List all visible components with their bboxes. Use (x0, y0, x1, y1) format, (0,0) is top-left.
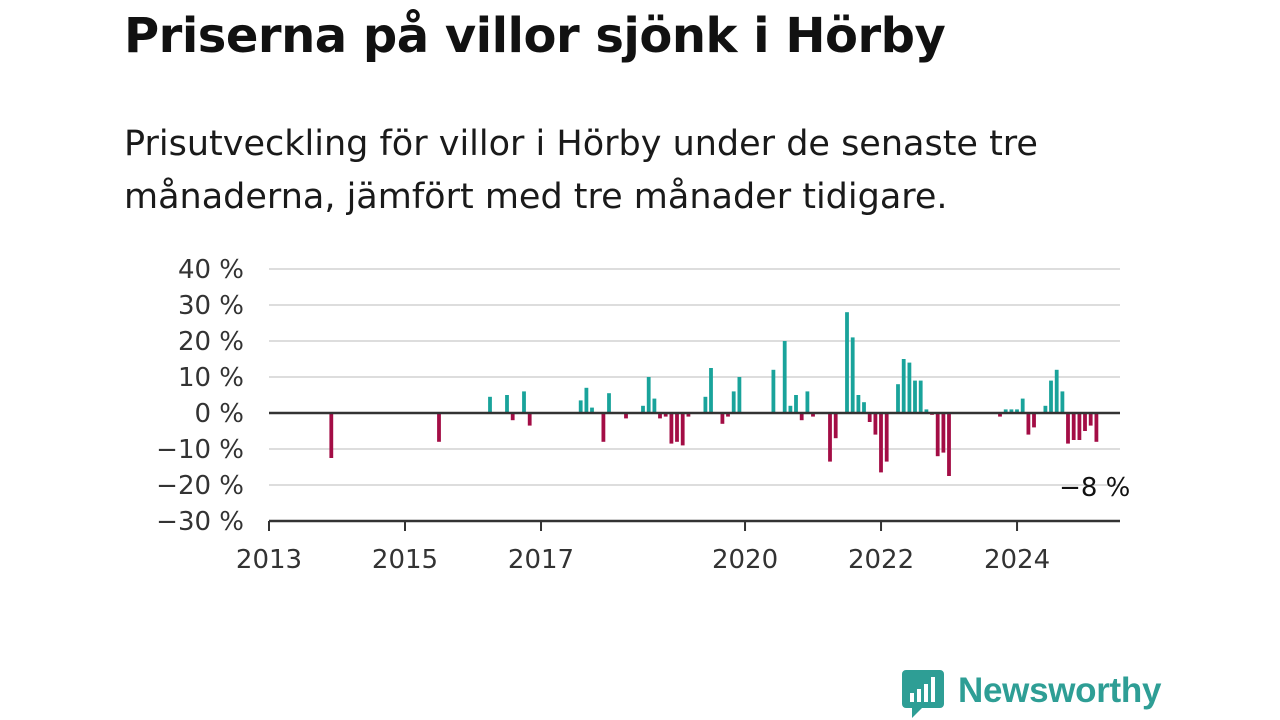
chart-title: Priserna på villor sjönk i Hörby (124, 8, 946, 64)
bar (1015, 409, 1019, 413)
bar (437, 413, 441, 442)
bar (862, 402, 866, 413)
bar (907, 362, 912, 413)
y-tick-label: 0 % (194, 399, 244, 429)
x-tick-label: 2013 (236, 545, 302, 575)
bar (935, 413, 940, 457)
bar (811, 413, 815, 417)
gridlines (269, 268, 1120, 486)
bar (601, 413, 606, 442)
bar (833, 413, 838, 439)
bar (788, 405, 793, 413)
bar (901, 359, 906, 413)
bar (669, 413, 674, 444)
bar (737, 377, 742, 413)
bars (329, 312, 1099, 476)
bar (652, 398, 657, 413)
bar (845, 312, 849, 413)
bar (879, 413, 883, 473)
bar (1026, 413, 1031, 435)
bar (720, 413, 725, 424)
bar (686, 413, 691, 417)
bar (1083, 413, 1087, 431)
bar (941, 413, 946, 453)
axes (268, 411, 1120, 531)
bar (646, 377, 651, 413)
bar (510, 413, 515, 421)
bar (624, 413, 628, 419)
bar (1032, 413, 1036, 428)
x-tick-label: 2024 (984, 545, 1050, 575)
y-tick-label: −20 % (156, 471, 244, 501)
bar (1066, 413, 1070, 444)
bar (794, 395, 798, 413)
newsworthy-logo: Newsworthy (902, 670, 1161, 720)
bar (828, 413, 832, 462)
bar (726, 413, 730, 417)
bar (947, 413, 951, 476)
bar (856, 395, 861, 413)
bar (884, 413, 889, 462)
y-tick-label: 20 % (178, 327, 244, 357)
bar (709, 368, 713, 413)
bar (505, 395, 509, 413)
bar-chart: 40 %30 %20 %10 %0 %−10 %−20 %−30 % 2013 2… (156, 255, 1130, 575)
bar (998, 413, 1002, 417)
brand-name: Newsworthy (958, 671, 1162, 710)
chart-subtitle: Prisutveckling för villor i Hörby under … (124, 124, 1038, 217)
bar (488, 396, 492, 413)
last-value-label: −8 % (1059, 473, 1130, 503)
bar (584, 387, 589, 413)
bar (805, 391, 810, 413)
bar (913, 380, 917, 413)
bar (641, 405, 645, 413)
bar (703, 396, 708, 413)
bar (1088, 413, 1093, 426)
y-axis-labels: 40 % 30 % 20 % 10 % 0 % −10 % −20 % −30 % (156, 255, 244, 537)
bar (680, 413, 685, 446)
bar (782, 341, 787, 413)
y-tick-label: 30 % (178, 291, 244, 321)
bar (658, 413, 662, 419)
x-axis-labels: 2013 2015 2017 2020 2022 2024 (236, 545, 1050, 575)
bar (527, 413, 532, 426)
bar (896, 384, 900, 413)
bar (663, 413, 668, 417)
x-tick-label: 2022 (848, 545, 914, 575)
x-tick-label: 2017 (508, 545, 574, 575)
bar (1009, 409, 1014, 413)
bar (578, 400, 583, 413)
bar (590, 407, 594, 413)
x-tick-label: 2020 (712, 545, 778, 575)
bar (731, 391, 736, 413)
bar (1060, 391, 1065, 413)
bar (850, 337, 855, 413)
bar (1071, 413, 1076, 440)
bar (771, 369, 776, 413)
bar (675, 413, 679, 442)
bar (1054, 369, 1059, 413)
bar (1077, 413, 1082, 440)
bar (1049, 380, 1053, 413)
bar-chart-speech-bubble-icon (902, 670, 944, 718)
bar (607, 393, 611, 413)
bar (873, 413, 878, 435)
bar (522, 391, 526, 413)
bar (1020, 398, 1025, 413)
bar (1043, 405, 1048, 413)
y-tick-label: −30 % (156, 507, 244, 537)
x-tick-label: 2015 (372, 545, 438, 575)
bar (924, 409, 929, 413)
bar (918, 380, 923, 413)
bar (329, 413, 334, 458)
y-tick-label: 40 % (178, 255, 244, 285)
y-tick-label: −10 % (156, 435, 244, 465)
bar (799, 413, 804, 421)
bar (867, 413, 872, 422)
y-tick-label: 10 % (178, 363, 244, 393)
bar (1003, 409, 1008, 413)
bar (1094, 413, 1099, 442)
